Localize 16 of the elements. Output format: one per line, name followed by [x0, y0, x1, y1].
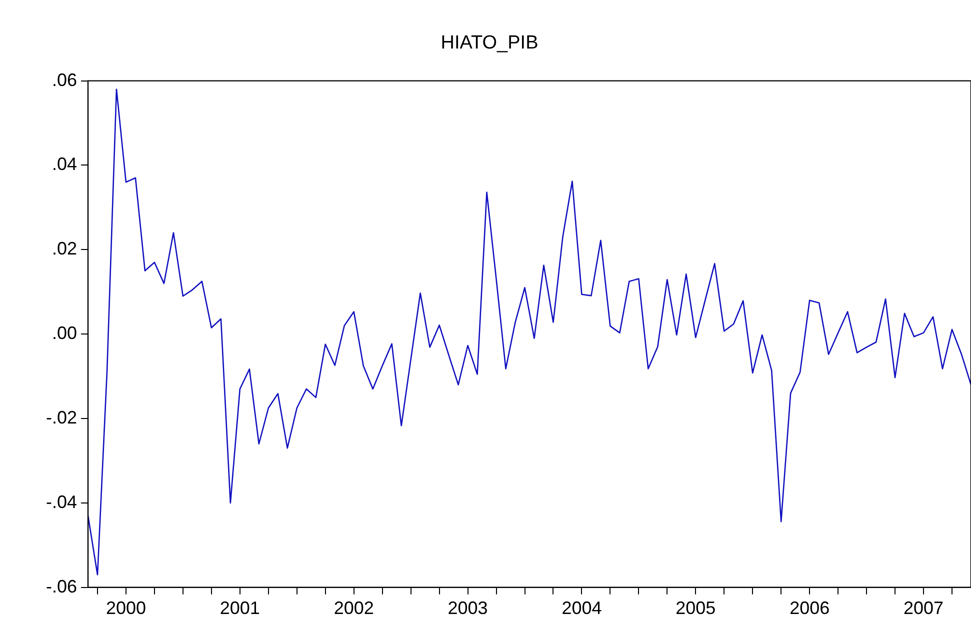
x-tick-label: 2002 — [334, 598, 374, 618]
y-tick-label: -.02 — [46, 408, 77, 428]
y-tick-label: .02 — [52, 238, 77, 259]
chart-title: HIATO_PIB — [440, 32, 538, 54]
y-tick-label: -.06 — [46, 576, 77, 596]
y-tick-label: .00 — [52, 323, 77, 344]
x-tick-label: 2003 — [448, 598, 488, 618]
x-tick-label: 2000 — [106, 598, 146, 618]
x-tick-label: 2004 — [562, 598, 602, 618]
y-tick-label: -.04 — [46, 492, 77, 512]
x-tick-label: 2005 — [676, 598, 716, 618]
x-tick-label: 2006 — [790, 598, 830, 618]
y-tick-label: .04 — [52, 154, 77, 174]
y-tick-label: .06 — [52, 70, 77, 90]
x-tick-label: 2001 — [220, 598, 260, 618]
x-tick-label: 2007 — [904, 598, 944, 618]
